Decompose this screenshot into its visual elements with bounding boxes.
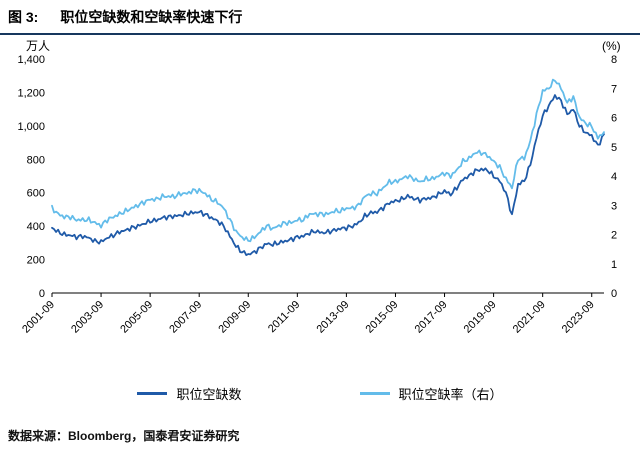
- svg-text:8: 8: [611, 54, 617, 66]
- svg-text:2015-09: 2015-09: [364, 299, 401, 336]
- svg-text:1: 1: [611, 259, 617, 271]
- svg-text:2011-09: 2011-09: [266, 299, 302, 335]
- svg-text:1,200: 1,200: [17, 87, 45, 99]
- svg-text:5: 5: [611, 142, 617, 154]
- svg-text:2003-09: 2003-09: [69, 299, 106, 336]
- right-axis-unit-label: (%): [602, 39, 621, 53]
- svg-text:2: 2: [611, 230, 617, 242]
- svg-text:800: 800: [27, 154, 45, 166]
- svg-text:2017-09: 2017-09: [413, 299, 450, 336]
- svg-text:600: 600: [27, 188, 45, 200]
- svg-text:4: 4: [611, 171, 617, 183]
- legend-item-openings: 职位空缺数: [137, 384, 242, 403]
- svg-text:7: 7: [611, 83, 617, 95]
- svg-text:0: 0: [611, 288, 617, 300]
- figure-number: 图 3:: [8, 9, 39, 25]
- svg-text:400: 400: [27, 221, 45, 233]
- svg-text:1,400: 1,400: [17, 54, 45, 66]
- svg-text:2001-09: 2001-09: [20, 299, 57, 336]
- svg-text:2007-09: 2007-09: [167, 299, 204, 336]
- svg-text:2013-09: 2013-09: [314, 299, 351, 336]
- svg-text:0: 0: [39, 288, 45, 300]
- svg-text:2021-09: 2021-09: [511, 299, 548, 336]
- svg-text:2009-09: 2009-09: [216, 299, 253, 336]
- svg-text:2023-09: 2023-09: [560, 299, 597, 336]
- legend-swatch-openings: [137, 392, 168, 395]
- legend-item-vacancy-rate: 职位空缺率（右）: [359, 384, 503, 403]
- svg-text:200: 200: [27, 255, 45, 267]
- svg-text:3: 3: [611, 200, 617, 212]
- source-note: 数据来源：Bloomberg，国泰君安证券研究: [8, 429, 240, 443]
- legend-swatch-vacancy-rate: [359, 392, 390, 395]
- left-axis-unit-label: 万人: [26, 39, 50, 53]
- svg-text:2019-09: 2019-09: [462, 299, 499, 336]
- figure-header: 图 3: 职位空缺数和空缺率快速下行: [0, 0, 640, 35]
- legend-label-openings: 职位空缺数: [176, 387, 242, 402]
- line-chart: 万人 (%) 0 200 400 600 800 1,000 1,200 1,400 0 1 2 3 4…: [17, 39, 621, 336]
- svg-text:2005-09: 2005-09: [118, 299, 155, 336]
- figure-title: 职位空缺数和空缺率快速下行: [60, 9, 243, 25]
- svg-text:1,000: 1,000: [17, 121, 45, 133]
- legend: 职位空缺数 职位空缺率（右）: [0, 384, 640, 403]
- chart-area: 万人 (%) 0 200 400 600 800 1,000 1,200 1,400 0 1 2 3 4…: [0, 35, 640, 370]
- legend-label-vacancy-rate: 职位空缺率（右）: [398, 387, 503, 402]
- svg-text:6: 6: [611, 113, 617, 125]
